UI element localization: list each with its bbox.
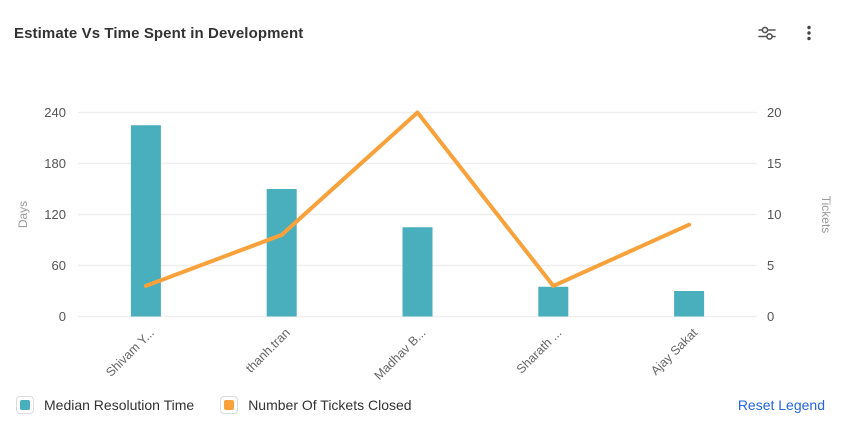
- legend-marker-line: [220, 396, 239, 414]
- legend: Median Resolution Time Number Of Tickets…: [16, 396, 412, 414]
- left-axis-title: Days: [16, 201, 30, 228]
- bar-series: [130, 125, 705, 317]
- x-label-thanh.tran: thanh.tran: [243, 326, 293, 376]
- svg-text:60: 60: [52, 258, 66, 273]
- reset-legend-link[interactable]: Reset Legend: [737, 397, 825, 413]
- kebab-menu-glyph: [807, 25, 811, 41]
- chart-title: Estimate Vs Time Spent in Development: [14, 24, 304, 42]
- y-axis-right: 0 5 10 15 20 Tickets: [767, 105, 833, 324]
- bar-Ajay Sakat[interactable]: [674, 291, 705, 317]
- legend-marker-bar: [16, 396, 34, 414]
- y-axis-left: 0 60 120 180 240 Days: [16, 105, 66, 324]
- line-series-swatch: [224, 400, 235, 410]
- filter-sliders-glyph: [758, 26, 776, 40]
- bar-series-swatch: [20, 400, 30, 410]
- svg-text:20: 20: [767, 105, 781, 120]
- header-actions: [753, 19, 823, 47]
- x-axis-labels: Shivam Y... thanh.tran Madhav B... Sharath …: [103, 325, 700, 382]
- legend-label: Median Resolution Time: [44, 397, 195, 413]
- svg-text:10: 10: [767, 207, 781, 222]
- chart-footer: Median Resolution Time Number Of Tickets…: [16, 396, 825, 414]
- bar-Sharath ...[interactable]: [538, 286, 569, 317]
- kebab-menu-icon[interactable]: [795, 19, 823, 47]
- x-label-Ajay Sakat: Ajay Sakat: [648, 325, 701, 378]
- bar-Madhav B...[interactable]: [402, 227, 433, 317]
- svg-text:240: 240: [44, 105, 66, 120]
- bar-thanh.tran[interactable]: [266, 189, 297, 317]
- svg-text:0: 0: [59, 309, 66, 324]
- combo-chart-canvas[interactable]: 0 60 120 180 240 Days 0 5 10 15 20 Tickets Shivam Y.…: [0, 62, 841, 392]
- x-label-Sharath ...: Sharath ...: [514, 326, 565, 377]
- svg-text:180: 180: [44, 156, 66, 171]
- svg-text:15: 15: [767, 156, 781, 171]
- svg-text:0: 0: [767, 309, 774, 324]
- right-axis-title: Tickets: [819, 196, 833, 234]
- line-series[interactable]: [143, 110, 692, 288]
- legend-item-median-resolution-time[interactable]: Median Resolution Time: [16, 396, 194, 414]
- legend-item-number-of-tickets-closed[interactable]: Number Of Tickets Closed: [220, 396, 412, 414]
- x-label-Madhav B...: Madhav B...: [372, 326, 429, 383]
- widget-header: Estimate Vs Time Spent in Development: [0, 0, 841, 56]
- x-label-Shivam Y...: Shivam Y...: [103, 326, 157, 380]
- svg-text:120: 120: [44, 207, 66, 222]
- svg-text:5: 5: [767, 258, 774, 273]
- filter-sliders-icon[interactable]: [753, 19, 781, 47]
- legend-label: Number Of Tickets Closed: [248, 397, 412, 413]
